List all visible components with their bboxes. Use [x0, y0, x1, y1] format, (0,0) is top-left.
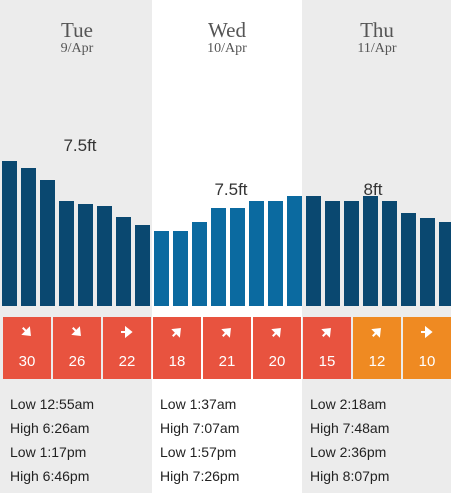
wave-bar: [40, 180, 55, 306]
day-name: Wed: [208, 18, 246, 42]
peak-label-wed: 7.5ft: [214, 180, 248, 199]
wind-tile: 18: [153, 317, 201, 379]
tide-entry: Low 1:57pm: [160, 444, 237, 460]
wind-speed: 21: [218, 353, 236, 370]
wind-arrow-icon: [21, 326, 31, 336]
wind-speed: 15: [318, 353, 336, 370]
tide-entry: Low 1:37am: [160, 396, 237, 412]
wave-bar: [135, 225, 150, 306]
tide-entry: High 7:48am: [310, 420, 390, 436]
peak-label-tue: 7.5ft: [63, 136, 97, 155]
tide-entry: High 8:07pm: [310, 468, 390, 484]
wind-speed: 20: [268, 353, 286, 370]
wind-arrow-icon: [271, 328, 281, 338]
day-header-tue: Tue 9/Apr: [2, 0, 152, 56]
tide-list-thu: Low 2:18am High 7:48am Low 2:36pm High 8…: [300, 392, 450, 488]
peak-label-thu: 8ft: [363, 180, 383, 199]
wave-bar: [230, 208, 245, 306]
wave-bar: [154, 231, 169, 306]
wind-arrow-icon: [421, 325, 433, 339]
tide-entry: High 6:46pm: [10, 468, 90, 484]
wave-bar: [78, 204, 93, 306]
day-header-wed: Wed 10/Apr: [152, 0, 302, 56]
wave-bar: [287, 196, 302, 306]
wave-bar: [116, 217, 131, 306]
wave-bar: [344, 201, 359, 306]
day-date: 10/Apr: [207, 41, 247, 56]
wave-bar: [382, 201, 397, 306]
day-name: Tue: [61, 18, 93, 42]
wind-arrow-icon: [71, 326, 81, 336]
day-header-thu: Thu 11/Apr: [302, 0, 451, 56]
wind-speed: 10: [418, 353, 436, 370]
wave-bar: [21, 168, 36, 306]
wind-speed: 12: [368, 353, 386, 370]
wind-arrow-icon: [221, 328, 231, 338]
tide-entry: High 7:26pm: [160, 468, 240, 484]
wind-speed: 18: [168, 353, 186, 370]
wave-bar: [268, 201, 283, 306]
wind-arrow-icon: [121, 325, 133, 339]
wave-bar: [97, 206, 112, 306]
wave-bar: [192, 222, 207, 306]
wave-bar: [211, 208, 226, 306]
wave-bar: [439, 222, 451, 306]
wave-bar: [59, 201, 74, 306]
wind-tile: 15: [303, 317, 351, 379]
day-date: 9/Apr: [60, 41, 94, 56]
wind-tile: 21: [203, 317, 251, 379]
wind-arrow-icon: [171, 328, 181, 338]
wave-bar: [401, 213, 416, 306]
tide-entry: Low 12:55am: [10, 396, 95, 412]
wave-bar: [2, 161, 17, 306]
wind-tile: 12: [353, 317, 401, 379]
tide-list-wed: Low 1:37am High 7:07am Low 1:57pm High 7…: [150, 392, 300, 488]
tide-list-tue: Low 12:55am High 6:26am Low 1:17pm High …: [0, 392, 150, 488]
wave-bar: [249, 201, 264, 306]
wind-arrow-icon: [371, 328, 381, 338]
wave-bar: [325, 201, 340, 306]
wind-speed: 22: [118, 353, 136, 370]
wind-tile: 10: [403, 317, 451, 379]
wind-speed: 26: [68, 353, 86, 370]
wave-bar: [173, 231, 188, 306]
day-date: 11/Apr: [357, 41, 397, 56]
day-name: Thu: [360, 18, 394, 42]
tide-entry: High 6:26am: [10, 420, 90, 436]
wind-tile: 20: [253, 317, 301, 379]
wave-bar: [306, 196, 321, 306]
wind-speed: 30: [18, 353, 36, 370]
wave-bar: [420, 218, 435, 306]
tide-entry: High 7:07am: [160, 420, 240, 436]
tide-entry: Low 2:36pm: [310, 444, 387, 460]
tide-entry: Low 2:18am: [310, 396, 387, 412]
wave-bar: [363, 196, 378, 306]
tide-entry: Low 1:17pm: [10, 444, 87, 460]
wind-tile: 30: [3, 317, 51, 379]
wind-tile: 22: [103, 317, 151, 379]
wind-arrow-icon: [321, 328, 331, 338]
wind-tile: 26: [53, 317, 101, 379]
